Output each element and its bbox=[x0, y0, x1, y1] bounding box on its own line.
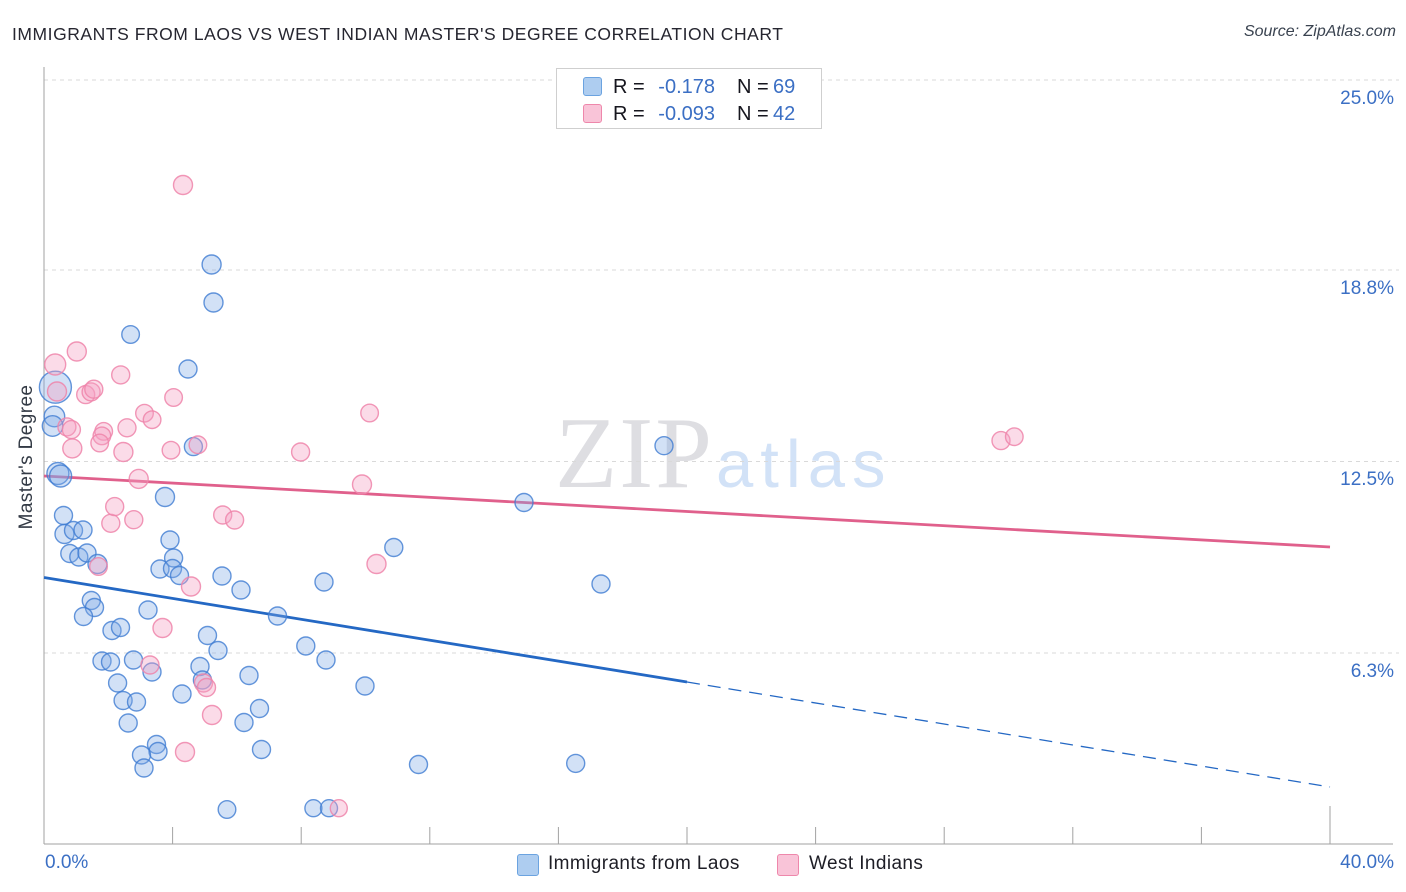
svg-text:ZIP: ZIP bbox=[555, 397, 714, 510]
svg-text:atlas: atlas bbox=[716, 427, 893, 502]
